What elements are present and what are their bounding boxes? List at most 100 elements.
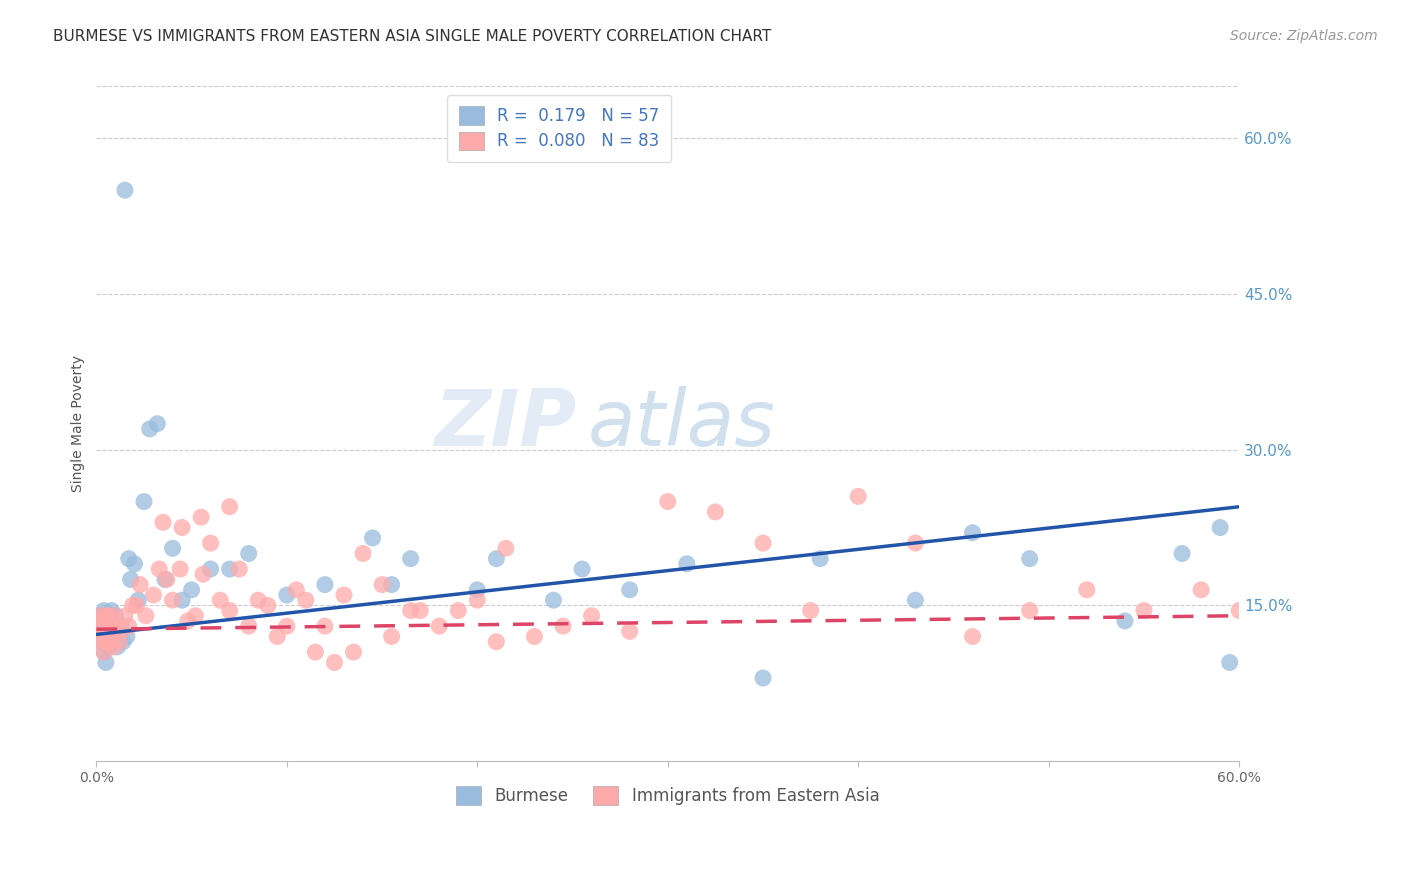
Point <box>118 619 141 633</box>
Point <box>100 630 122 644</box>
Point <box>118 551 141 566</box>
Point <box>97 619 120 633</box>
Point <box>89 624 111 639</box>
Text: Source: ZipAtlas.com: Source: ZipAtlas.com <box>1230 29 1378 43</box>
Point <box>93 603 115 617</box>
Point <box>551 619 574 633</box>
Point <box>120 573 142 587</box>
Point <box>962 525 984 540</box>
Point <box>87 619 110 633</box>
Point <box>148 562 170 576</box>
Point <box>342 645 364 659</box>
Point <box>105 640 128 654</box>
Point <box>129 577 152 591</box>
Point <box>371 577 394 591</box>
Point <box>800 603 823 617</box>
Point <box>153 573 176 587</box>
Point <box>105 619 128 633</box>
Point <box>381 577 404 591</box>
Point <box>103 608 125 623</box>
Point <box>191 567 214 582</box>
Point <box>142 588 165 602</box>
Point <box>190 510 212 524</box>
Point <box>465 582 488 597</box>
Point <box>162 593 184 607</box>
Point <box>399 603 422 617</box>
Point <box>1219 656 1241 670</box>
Point <box>352 546 374 560</box>
Point <box>962 630 984 644</box>
Point <box>138 422 160 436</box>
Point <box>114 608 136 623</box>
Y-axis label: Single Male Poverty: Single Male Poverty <box>72 355 86 492</box>
Point <box>98 608 121 623</box>
Point <box>97 624 120 639</box>
Point <box>808 551 831 566</box>
Point <box>381 630 404 644</box>
Point <box>93 645 115 659</box>
Point <box>103 619 125 633</box>
Point <box>228 562 250 576</box>
Point <box>314 577 336 591</box>
Point <box>1018 603 1040 617</box>
Point <box>94 630 117 644</box>
Point <box>152 516 174 530</box>
Point <box>266 630 288 644</box>
Text: atlas: atlas <box>588 385 776 462</box>
Point <box>752 671 775 685</box>
Point <box>276 588 298 602</box>
Point <box>97 608 120 623</box>
Point <box>97 640 120 654</box>
Point <box>904 593 927 607</box>
Point <box>238 546 260 560</box>
Point <box>495 541 517 556</box>
Point <box>304 645 326 659</box>
Point <box>619 624 641 639</box>
Point <box>676 557 699 571</box>
Point <box>904 536 927 550</box>
Point <box>1171 546 1194 560</box>
Point <box>91 614 114 628</box>
Point <box>100 624 122 639</box>
Text: ZIP: ZIP <box>434 385 576 462</box>
Text: BURMESE VS IMMIGRANTS FROM EASTERN ASIA SINGLE MALE POVERTY CORRELATION CHART: BURMESE VS IMMIGRANTS FROM EASTERN ASIA … <box>53 29 772 44</box>
Point <box>218 603 240 617</box>
Point <box>543 593 565 607</box>
Point <box>104 608 127 623</box>
Point <box>447 603 470 617</box>
Point <box>121 599 143 613</box>
Point <box>124 557 146 571</box>
Point <box>100 619 122 633</box>
Point <box>94 656 117 670</box>
Point <box>135 608 157 623</box>
Point <box>111 634 134 648</box>
Point <box>427 619 450 633</box>
Point <box>98 630 121 644</box>
Point <box>114 183 136 197</box>
Point <box>465 593 488 607</box>
Point <box>485 551 508 566</box>
Point <box>323 656 346 670</box>
Point <box>104 624 127 639</box>
Point <box>110 619 132 633</box>
Point <box>333 588 356 602</box>
Point <box>238 619 260 633</box>
Point <box>180 582 202 597</box>
Point <box>1114 614 1136 628</box>
Point <box>657 494 679 508</box>
Point <box>170 520 193 534</box>
Point <box>846 489 869 503</box>
Point <box>1018 551 1040 566</box>
Point <box>94 608 117 623</box>
Point <box>485 634 508 648</box>
Point <box>115 630 138 644</box>
Point <box>295 593 318 607</box>
Point <box>256 599 278 613</box>
Point <box>94 634 117 648</box>
Point <box>93 645 115 659</box>
Point <box>1133 603 1156 617</box>
Point <box>314 619 336 633</box>
Point <box>1209 520 1232 534</box>
Point <box>571 562 593 576</box>
Point <box>156 573 179 587</box>
